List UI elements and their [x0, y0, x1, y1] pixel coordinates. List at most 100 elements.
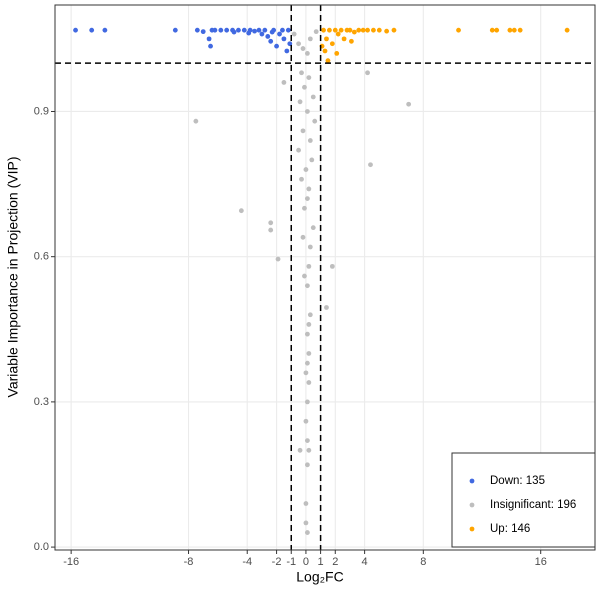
point: [296, 41, 301, 47]
point: [489, 27, 495, 33]
point: [281, 36, 287, 42]
point: [306, 447, 312, 453]
x-tick-label: 0: [303, 556, 309, 568]
point: [307, 36, 313, 42]
point: [368, 162, 373, 168]
point: [302, 205, 307, 211]
point: [329, 41, 335, 47]
point: [231, 29, 237, 35]
point: [304, 462, 310, 468]
x-axis-title: Log₂FC: [296, 569, 343, 585]
point: [335, 31, 341, 37]
point: [332, 27, 338, 33]
point: [517, 27, 523, 33]
point: [338, 27, 344, 33]
point: [300, 234, 306, 240]
point: [246, 30, 252, 36]
point: [507, 27, 513, 33]
point: [275, 256, 281, 262]
y-tick-label: 0.0: [34, 541, 49, 553]
point: [302, 273, 307, 279]
point: [307, 138, 313, 143]
point: [206, 36, 212, 42]
point: [238, 208, 244, 214]
point: [208, 43, 213, 49]
point: [365, 70, 370, 76]
legend-label: Down: 135: [490, 475, 545, 487]
point: [312, 118, 318, 124]
x-tick-label: -8: [184, 556, 194, 568]
point: [73, 27, 78, 33]
point: [193, 118, 199, 124]
point: [456, 27, 461, 33]
point: [306, 322, 312, 327]
point: [306, 351, 312, 356]
point: [280, 27, 285, 33]
point: [371, 27, 376, 33]
point: [304, 331, 310, 337]
point: [494, 27, 500, 33]
point: [306, 186, 312, 192]
point: [306, 263, 312, 269]
point: [351, 29, 357, 35]
legend-box: [451, 452, 596, 548]
reference-lines: [55, 5, 595, 550]
point: [285, 27, 291, 33]
point: [309, 157, 315, 163]
point: [252, 28, 257, 34]
y-tick-label: 0.9: [34, 105, 49, 117]
point: [327, 27, 332, 33]
x-tick-label: 1: [318, 556, 324, 568]
point: [259, 31, 265, 37]
point: [322, 48, 328, 54]
x-tick-label: -4: [242, 556, 252, 568]
x-tick-label: 16: [535, 556, 547, 568]
x-tick-label: 4: [362, 556, 368, 568]
point: [304, 283, 310, 289]
point: [313, 29, 319, 35]
point: [349, 38, 354, 44]
point: [224, 27, 230, 33]
point: [212, 27, 218, 33]
point: [241, 27, 247, 33]
point: [89, 27, 95, 33]
point: [304, 438, 310, 444]
point: [360, 27, 366, 33]
point: [334, 51, 340, 56]
point: [310, 225, 316, 231]
point: [194, 27, 200, 33]
point: [304, 360, 310, 366]
legend-label: Up: 146: [490, 523, 530, 535]
point: [268, 38, 274, 44]
point: [304, 399, 310, 405]
point: [277, 31, 282, 37]
point: [306, 380, 312, 385]
point: [274, 43, 279, 49]
point: [306, 75, 312, 81]
x-tick-label: 2: [332, 556, 338, 568]
point: [299, 176, 304, 182]
point: [329, 263, 335, 269]
x-tick-label: 8: [420, 556, 426, 568]
point: [304, 109, 310, 114]
point: [172, 27, 178, 33]
point: [262, 27, 268, 33]
point: [324, 36, 329, 42]
point: [200, 29, 206, 35]
point: [256, 27, 262, 33]
point: [307, 312, 313, 318]
point: [268, 227, 274, 233]
legend-marker: [469, 526, 475, 532]
points: [73, 27, 570, 535]
point: [511, 27, 517, 33]
y-axis-title: Variable Importance in Projection (VIP): [5, 157, 21, 398]
legend-marker: [469, 478, 475, 484]
point: [284, 48, 290, 54]
point: [325, 58, 331, 64]
point: [218, 27, 224, 33]
point: [304, 530, 310, 535]
point: [297, 99, 303, 105]
point: [564, 27, 570, 33]
point: [304, 51, 310, 56]
